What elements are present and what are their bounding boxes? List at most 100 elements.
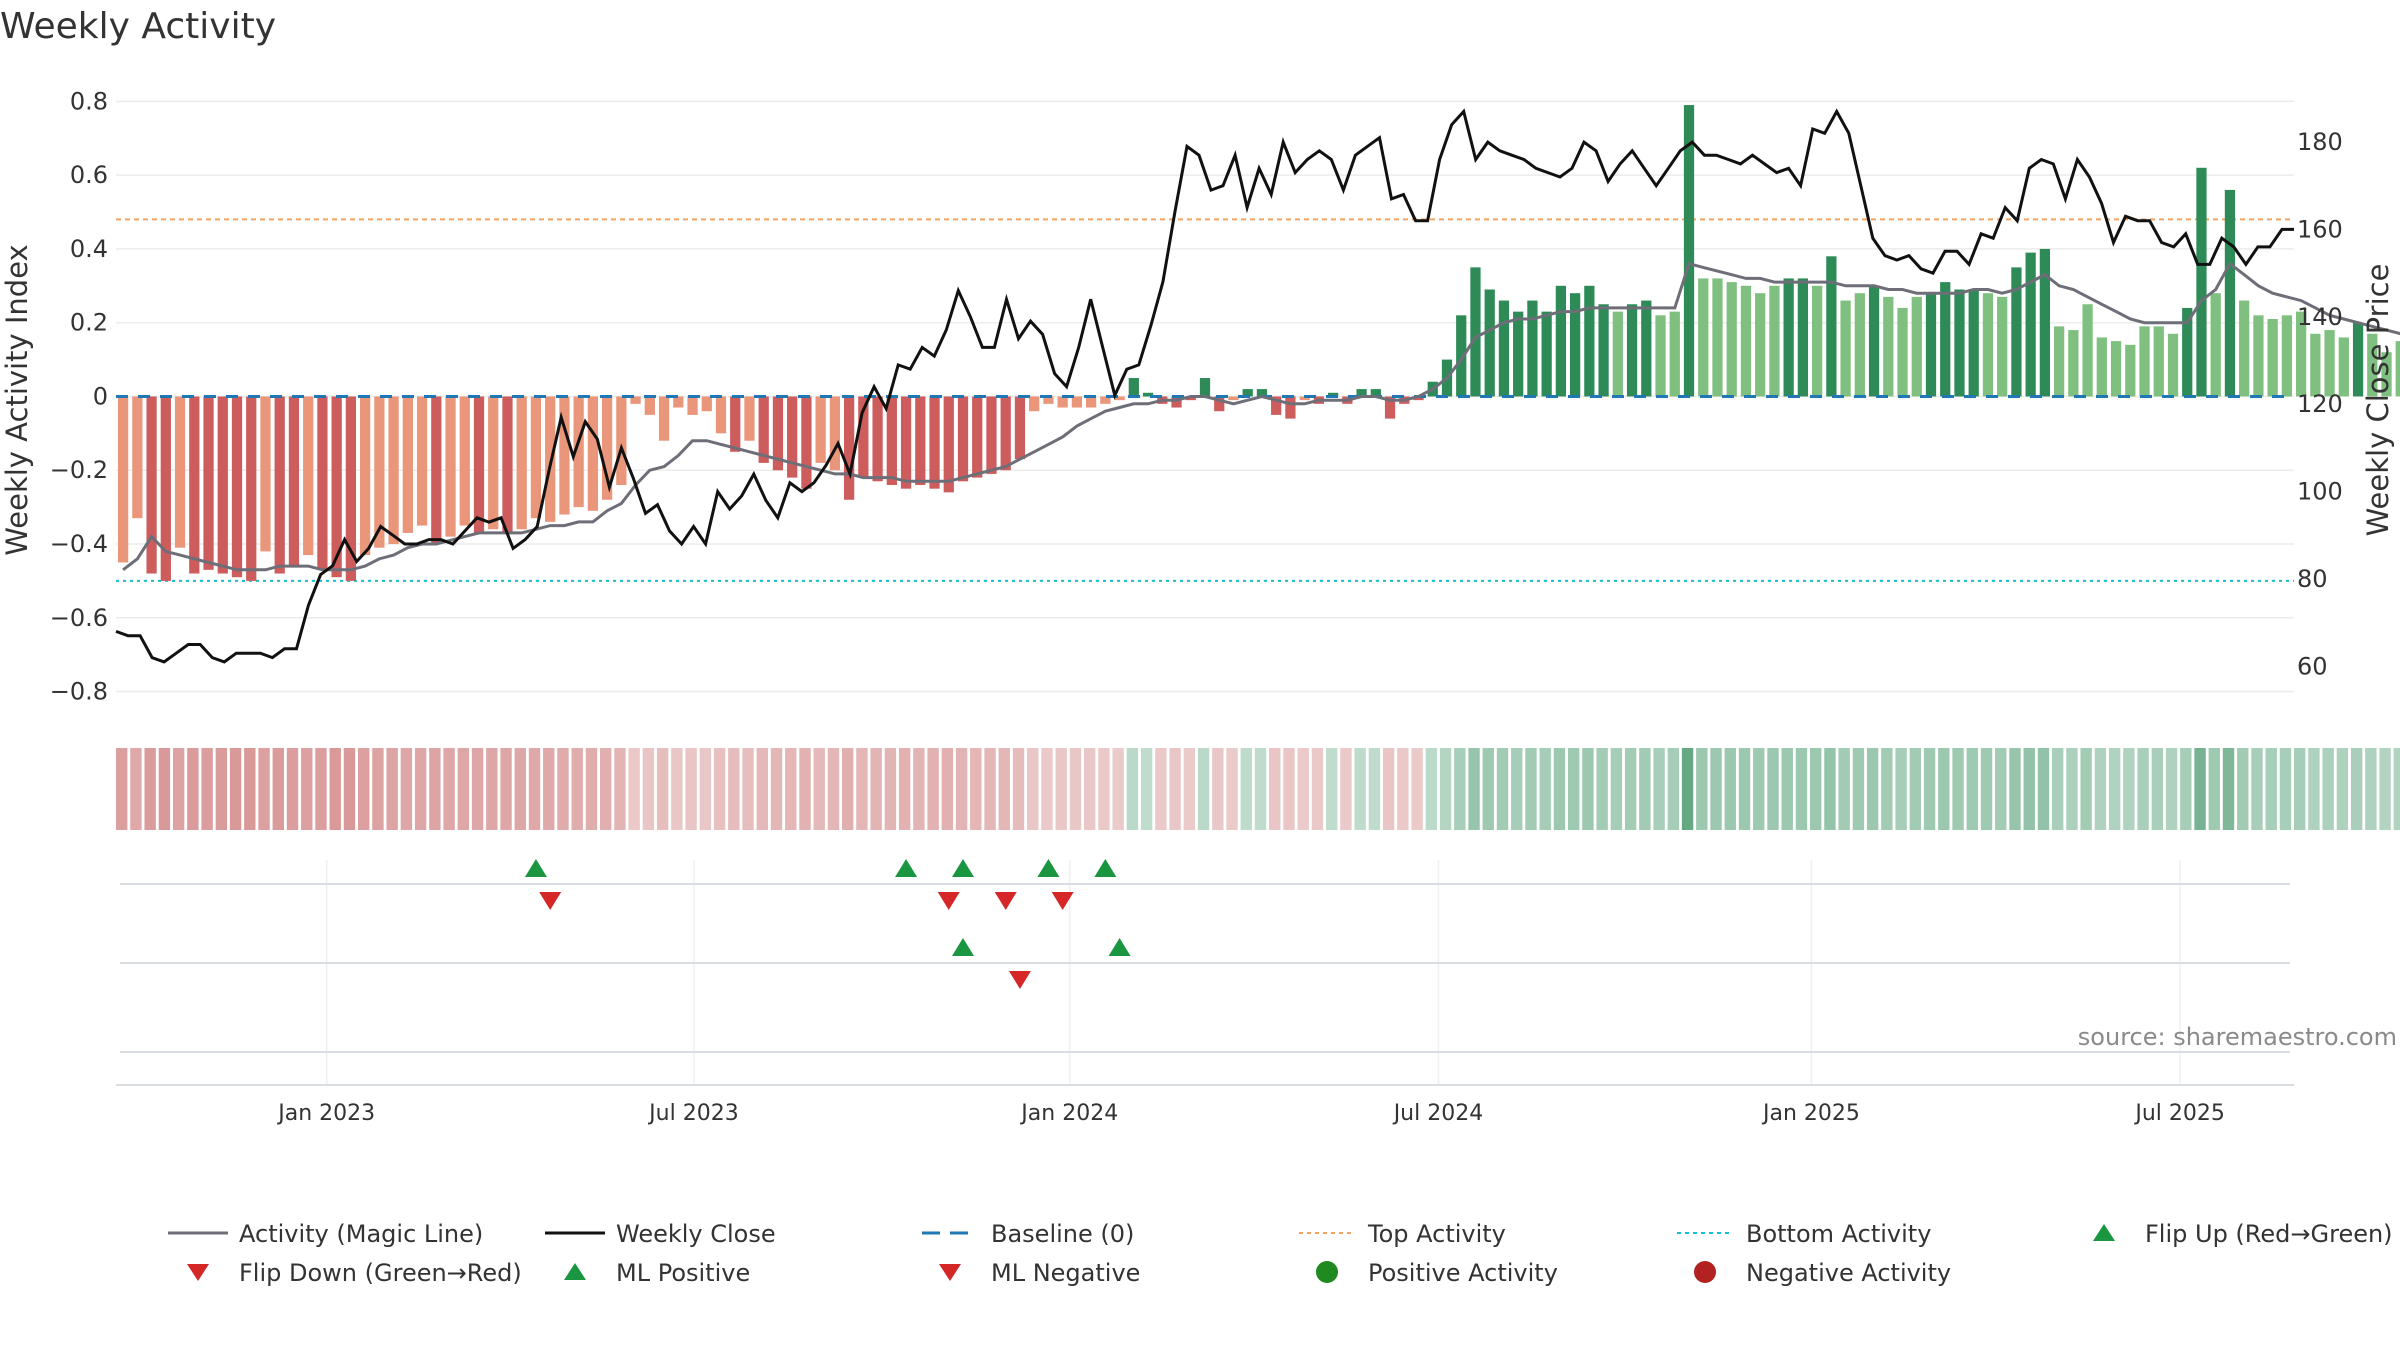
activity-bar (1997, 296, 2008, 397)
legend-label: Positive Activity (1368, 1259, 1558, 1287)
flip-down-marker (539, 892, 562, 910)
activity-bar (687, 396, 698, 415)
legend-label: ML Negative (991, 1259, 1140, 1287)
activity-bar (303, 396, 314, 556)
activity-bar (1370, 389, 1381, 397)
heat-cell (1539, 748, 1551, 830)
heat-cell (500, 748, 512, 830)
activity-bar (1413, 396, 1424, 401)
legend-swatch (939, 1264, 961, 1281)
activity-bar (2224, 189, 2236, 397)
reference-lines (116, 218, 2294, 582)
activity-bar (2082, 304, 2093, 397)
activity-bar (886, 396, 897, 485)
heat-cell (130, 748, 142, 830)
activity-bar (630, 396, 641, 404)
heat-cell (770, 748, 783, 830)
heat-cell (685, 748, 697, 830)
heat-cell (1354, 748, 1366, 830)
activity-bar (530, 396, 542, 519)
heat-cell (414, 748, 427, 830)
magic-line (122, 261, 2400, 572)
heat-cell (1895, 748, 1907, 830)
activity-bar (345, 396, 357, 581)
heat-cell (1511, 748, 1523, 830)
y-tick-label: −0.6 (50, 604, 108, 632)
activity-bar (1883, 296, 1894, 397)
heat-cell (1923, 748, 1936, 830)
activity-bar (1669, 311, 1680, 397)
heat-cell (671, 748, 683, 830)
heat-cell (116, 748, 128, 830)
activity-bar (1527, 300, 1538, 397)
activity-bar (2367, 333, 2378, 397)
activity-bar (2196, 167, 2207, 397)
x-tick-label: Jul 2025 (2133, 1101, 2225, 1126)
legend-label: Negative Activity (1746, 1259, 1951, 1287)
activity-bar (2110, 341, 2122, 397)
legend-label: Flip Down (Green→Red) (239, 1259, 522, 1287)
heat-cell (429, 748, 441, 830)
legend-label: Baseline (0) (991, 1220, 1134, 1248)
activity-bar (1925, 293, 1937, 397)
activity-bar (1569, 293, 1581, 397)
heat-cell (2350, 748, 2363, 830)
heat-cell (1568, 748, 1580, 830)
heat-cell (2194, 748, 2206, 830)
activity-bar (1897, 307, 1908, 397)
activity-bar (203, 396, 214, 570)
activity-bar (815, 396, 826, 463)
heat-cell (1454, 748, 1466, 830)
activity-bar (1555, 285, 1567, 397)
weekly-close-line (115, 108, 2294, 664)
heat-cell (144, 748, 156, 830)
activity-bar (317, 396, 328, 570)
activity-bar (2125, 344, 2136, 397)
heat-cell (1610, 748, 1623, 830)
activity-bar (957, 396, 969, 482)
activity-bar (1242, 389, 1253, 397)
heat-cell (1767, 748, 1779, 830)
heat-cell (1468, 748, 1480, 830)
activity-bar (1185, 396, 1196, 401)
activity-bar (1584, 285, 1595, 397)
heat-cell (1411, 748, 1423, 830)
activity-bar (1954, 289, 1965, 397)
grid (116, 100, 2294, 1085)
y2-tick-label: 120 (2297, 390, 2343, 418)
activity-bar (1057, 396, 1068, 408)
activity-bar (801, 396, 812, 489)
activity-bar (986, 396, 997, 474)
activity-bar (1000, 396, 1011, 471)
heat-cell (1098, 748, 1110, 830)
activity-bar (402, 396, 413, 533)
y2-tick-label: 160 (2297, 215, 2343, 243)
heat-cell (2080, 748, 2092, 830)
activity-bar (1356, 389, 1367, 397)
activity-bar (900, 396, 912, 489)
heat-cell (2379, 748, 2391, 830)
y2-tick-label: 100 (2297, 478, 2343, 506)
legend-label: Bottom Activity (1746, 1220, 1931, 1248)
heat-cell (1738, 748, 1751, 830)
activity-bar (701, 396, 712, 412)
activity-bar (488, 396, 499, 530)
activity-bar (1171, 396, 1182, 408)
activity-bar (2310, 333, 2321, 397)
heat-cell (457, 748, 470, 830)
heat-cell (813, 748, 825, 830)
heat-cell (1297, 748, 1309, 830)
flip-up-marker (1094, 859, 1117, 877)
heat-cell (614, 748, 626, 830)
activity-bar (274, 396, 285, 574)
activity-bar (858, 396, 869, 478)
heat-cell (229, 748, 242, 830)
activity-heat-strip (116, 748, 2400, 830)
y-tick-label: −0.8 (50, 678, 108, 706)
heat-cell (1639, 748, 1651, 830)
heat-cell (1212, 748, 1224, 830)
activity-bar (1612, 311, 1623, 397)
activity-bar (132, 396, 143, 519)
activity-bar (872, 396, 883, 482)
heat-cell (557, 748, 569, 830)
